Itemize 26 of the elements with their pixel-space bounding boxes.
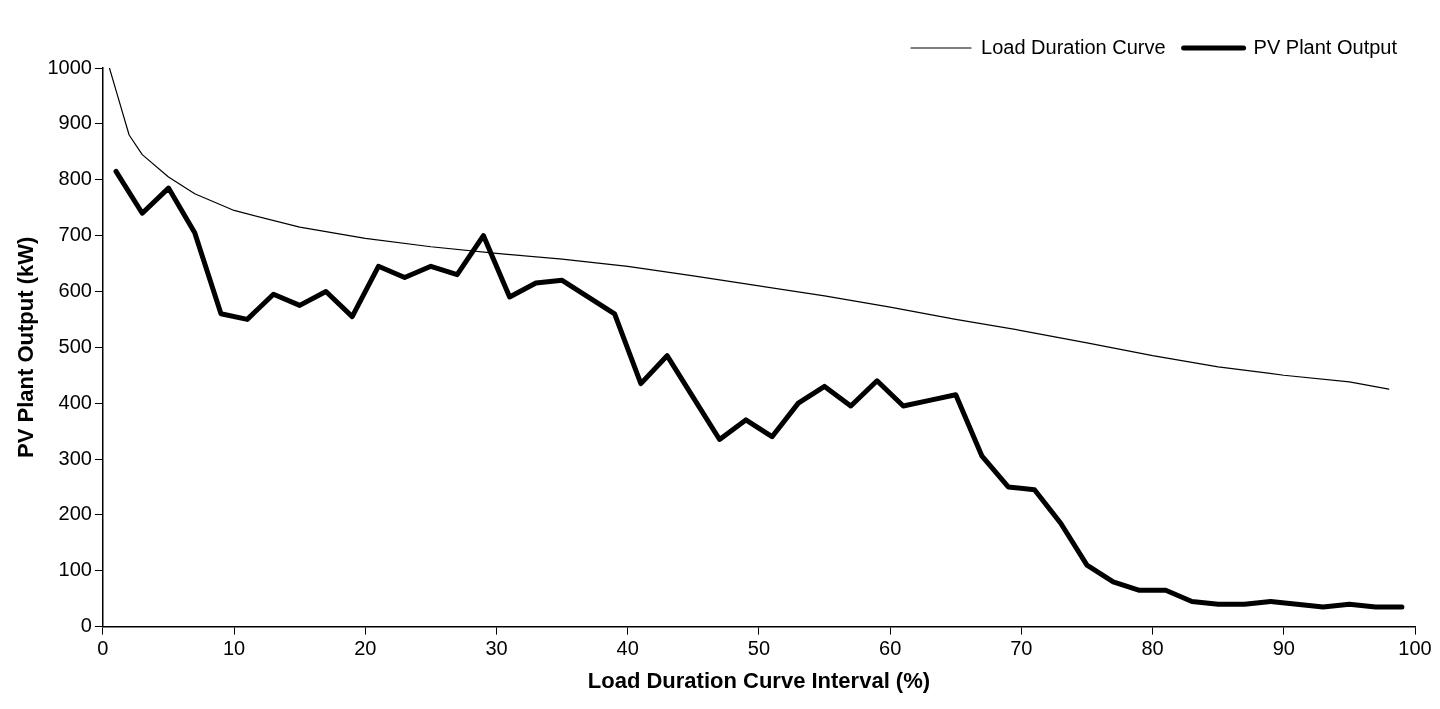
legend-label: Load Duration Curve	[981, 35, 1166, 58]
x-tick-label: 80	[1141, 637, 1164, 660]
y-tick-label: 600	[58, 278, 92, 301]
y-tick-label: 1000	[47, 55, 92, 78]
x-tick-label: 60	[879, 637, 902, 660]
x-tick-label: 30	[485, 637, 508, 660]
x-tick-label: 70	[1010, 637, 1033, 660]
y-tick-label: 300	[58, 446, 92, 469]
y-tick-label: 700	[58, 223, 92, 246]
y-tick-label: 500	[58, 334, 92, 357]
x-tick-label: 100	[1398, 637, 1432, 660]
y-tick-label: 900	[58, 111, 92, 134]
y-tick-label: 800	[58, 167, 92, 190]
x-tick-label: 50	[747, 637, 771, 660]
x-tick-label: 20	[354, 637, 377, 660]
y-tick-label: 400	[58, 390, 92, 413]
x-tick-label: 90	[1272, 637, 1295, 660]
x-tick-label: 10	[222, 637, 246, 660]
y-tick-label: 0	[80, 614, 92, 637]
y-tick-label: 100	[58, 558, 92, 581]
x-tick-label: 40	[616, 637, 639, 660]
x-axis-title: Load Duration Curve Interval (%)	[587, 667, 931, 693]
y-tick-label: 200	[58, 502, 92, 525]
x-tick-label: 0	[97, 637, 109, 660]
legend-label: PV Plant Output	[1253, 35, 1398, 58]
y-axis-title: PV Plant Output (kW)	[13, 236, 39, 458]
